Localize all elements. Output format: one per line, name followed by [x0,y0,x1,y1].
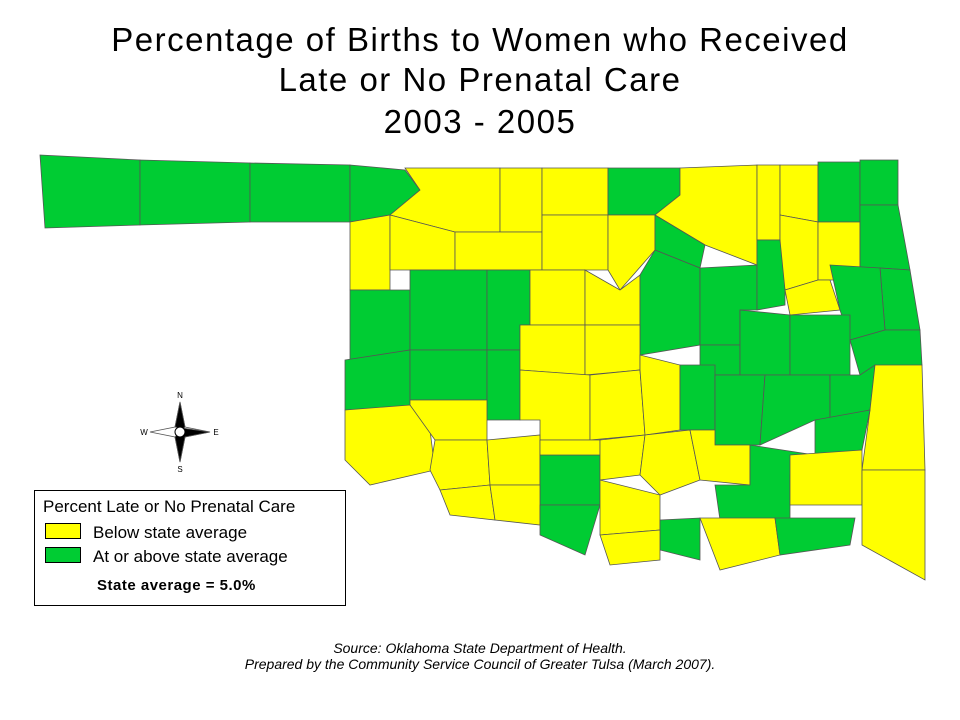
county [714,374,766,446]
county [599,434,646,481]
source: Prepared by the Community Service Counci… [244,656,716,672]
county [539,454,601,506]
county [539,504,601,556]
county [39,154,141,229]
legend-title: Percent Late or No Prenatal Care [43,497,296,516]
legend-item: Below state average [45,523,247,543]
legend-swatch [45,547,81,563]
county [519,369,591,441]
county [789,314,851,376]
county [784,279,841,316]
county [589,369,646,441]
legend: Percent Late or No Prenatal Care Below s… [34,490,346,606]
title-line: Late or No Prenatal Care [278,61,682,98]
county [584,324,641,376]
compass: N W E S [140,391,218,474]
county [409,349,488,401]
county [249,162,351,223]
county [409,269,488,351]
county [541,214,609,271]
counties [39,154,926,581]
county [779,214,819,291]
county [454,231,543,271]
county [859,159,899,206]
county [486,349,521,421]
county [659,517,701,561]
county [539,439,601,456]
county [679,364,716,431]
county [139,159,251,226]
county [879,267,921,331]
compass-s: S [177,465,182,474]
title-line: Percentage of Births to Women who Receiv… [111,21,849,58]
county [639,249,701,356]
county [739,309,791,376]
legend-note: State average = 5.0% [97,577,256,594]
legend-swatch [45,523,81,539]
source: Source: Oklahoma State Department of Hea… [333,640,627,656]
legend-item: At or above state average [45,547,288,567]
compass-n: N [177,391,183,400]
county [699,517,781,571]
county [756,164,781,241]
county [599,529,661,566]
county [499,167,543,233]
county [849,329,923,376]
compass-w: W [140,428,148,437]
county [779,164,819,223]
county [439,484,496,521]
county [541,167,609,216]
county [639,429,701,496]
county [349,214,391,291]
county [599,479,661,536]
county [486,434,541,486]
county [519,324,586,376]
county [607,214,656,291]
county [861,469,926,581]
compass-e: E [213,428,218,437]
county [344,349,411,411]
legend-label: Below state average [93,523,248,542]
county [429,439,491,491]
legend-label: At or above state average [93,547,288,566]
county [774,517,856,556]
county [489,484,541,526]
title-line: 2003 - 2005 [383,103,577,140]
county [349,289,411,361]
county [756,239,786,311]
county [639,354,681,436]
county [789,449,863,506]
county [817,161,861,223]
